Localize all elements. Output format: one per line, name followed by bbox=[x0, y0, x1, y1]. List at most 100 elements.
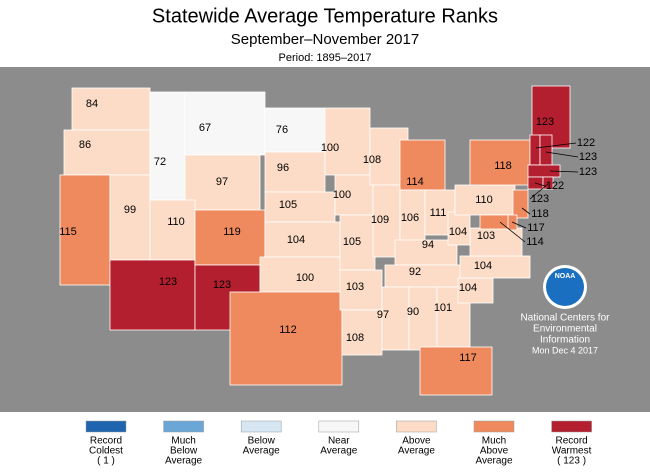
credit-line: Environmental bbox=[533, 324, 597, 335]
leader-line bbox=[535, 142, 577, 149]
state-rank: 115 bbox=[59, 226, 77, 238]
state-rank: 92 bbox=[409, 266, 421, 278]
legend-label: Average bbox=[398, 446, 436, 457]
legend-label: Warmest bbox=[552, 446, 592, 457]
state-rank: 100 bbox=[296, 272, 314, 284]
state-rank: 123 bbox=[536, 116, 554, 128]
legend-label: Much bbox=[482, 436, 506, 447]
state-rank: 114 bbox=[526, 236, 544, 248]
leader-line bbox=[499, 221, 526, 243]
legend-label: Coldest bbox=[89, 446, 123, 457]
state-rank: 118 bbox=[531, 208, 549, 220]
state bbox=[542, 176, 554, 190]
state-rank: 104 bbox=[459, 282, 477, 294]
leader-line bbox=[529, 183, 549, 200]
state-rank: 111 bbox=[430, 207, 447, 219]
state bbox=[324, 107, 371, 176]
state bbox=[264, 107, 326, 153]
state bbox=[194, 209, 266, 266]
state-rank: 123 bbox=[159, 276, 177, 288]
state-rank: 123 bbox=[579, 166, 597, 178]
state bbox=[229, 291, 343, 386]
state bbox=[529, 134, 541, 166]
state bbox=[264, 151, 326, 193]
state-rank: 72 bbox=[154, 156, 166, 168]
legend-label: Average bbox=[320, 446, 358, 457]
state-rank: 103 bbox=[346, 281, 364, 293]
state bbox=[149, 199, 196, 261]
state-rank: 122 bbox=[546, 180, 564, 192]
state-rank: 101 bbox=[434, 302, 452, 314]
state-rank: 99 bbox=[124, 204, 136, 216]
state-rank: 108 bbox=[363, 154, 381, 166]
leader-line bbox=[511, 221, 527, 229]
state bbox=[408, 286, 438, 351]
legend-label: Average bbox=[243, 446, 281, 457]
period: Period: 1895–2017 bbox=[279, 52, 372, 64]
state-rank: 105 bbox=[343, 236, 361, 248]
state bbox=[63, 129, 151, 176]
state-labels: 84 86 115 99 72 67 97 110 123 119 123 76 96 105 104 100… bbox=[59, 98, 597, 364]
state-rank: 117 bbox=[527, 222, 545, 234]
legend-label: Above bbox=[480, 446, 509, 457]
state-rank: 112 bbox=[279, 324, 297, 336]
state bbox=[264, 191, 336, 223]
credit-line: Mon Dec 4 2017 bbox=[532, 345, 598, 355]
state-rank: 103 bbox=[477, 230, 495, 242]
state-rank: 100 bbox=[333, 189, 351, 201]
legend-swatch bbox=[240, 420, 282, 433]
state-rank: 104 bbox=[449, 226, 467, 238]
state-rank: 97 bbox=[216, 176, 228, 188]
legend-swatch bbox=[318, 420, 360, 433]
leader-line bbox=[549, 170, 579, 173]
state bbox=[384, 264, 466, 288]
noaa-logo-text: NOAA bbox=[555, 273, 576, 280]
state-rank: 104 bbox=[287, 234, 305, 246]
state bbox=[457, 277, 494, 304]
state bbox=[184, 154, 261, 211]
legend-label: ( 123 ) bbox=[557, 456, 586, 467]
state bbox=[399, 189, 426, 246]
legend-swatch bbox=[551, 420, 592, 433]
state bbox=[109, 174, 151, 261]
state-rank: 109 bbox=[371, 214, 389, 226]
legend-label: Much bbox=[171, 436, 195, 447]
legend-label: Record bbox=[90, 436, 122, 447]
state-rank: 110 bbox=[167, 216, 185, 228]
state-rank: 97 bbox=[377, 309, 389, 321]
credit-line: National Centers for bbox=[521, 313, 611, 324]
state bbox=[184, 91, 266, 156]
noaa-logo-inner bbox=[546, 268, 584, 306]
state bbox=[149, 91, 186, 201]
legend-label: Average bbox=[165, 456, 203, 467]
state-rank: 90 bbox=[407, 306, 419, 318]
state bbox=[512, 189, 529, 219]
state-rank: 110 bbox=[475, 194, 493, 206]
legend-label: Below bbox=[248, 436, 276, 447]
credit-line: Information bbox=[540, 335, 590, 346]
state-rank: 114 bbox=[406, 176, 424, 188]
state-rank: 96 bbox=[277, 162, 289, 174]
leader-line bbox=[521, 207, 531, 215]
legend-swatch bbox=[473, 420, 515, 433]
state-rank: 84 bbox=[86, 98, 98, 110]
legend-swatch bbox=[396, 420, 437, 433]
state-rank: 105 bbox=[279, 199, 297, 211]
state bbox=[479, 214, 509, 230]
state-rank: 108 bbox=[346, 332, 364, 344]
subtitle: September–November 2017 bbox=[231, 31, 419, 48]
state-rank: 118 bbox=[494, 160, 512, 172]
state-rank: 123 bbox=[213, 279, 231, 291]
legend-label: Above bbox=[402, 436, 431, 447]
legend-swatch bbox=[163, 420, 204, 433]
state-rank: 67 bbox=[199, 122, 211, 134]
state bbox=[419, 346, 493, 396]
state bbox=[469, 139, 531, 186]
state-rank: 76 bbox=[276, 124, 288, 136]
state-rank: 86 bbox=[79, 139, 91, 151]
state bbox=[394, 239, 458, 266]
state bbox=[339, 269, 383, 311]
state bbox=[109, 259, 196, 331]
